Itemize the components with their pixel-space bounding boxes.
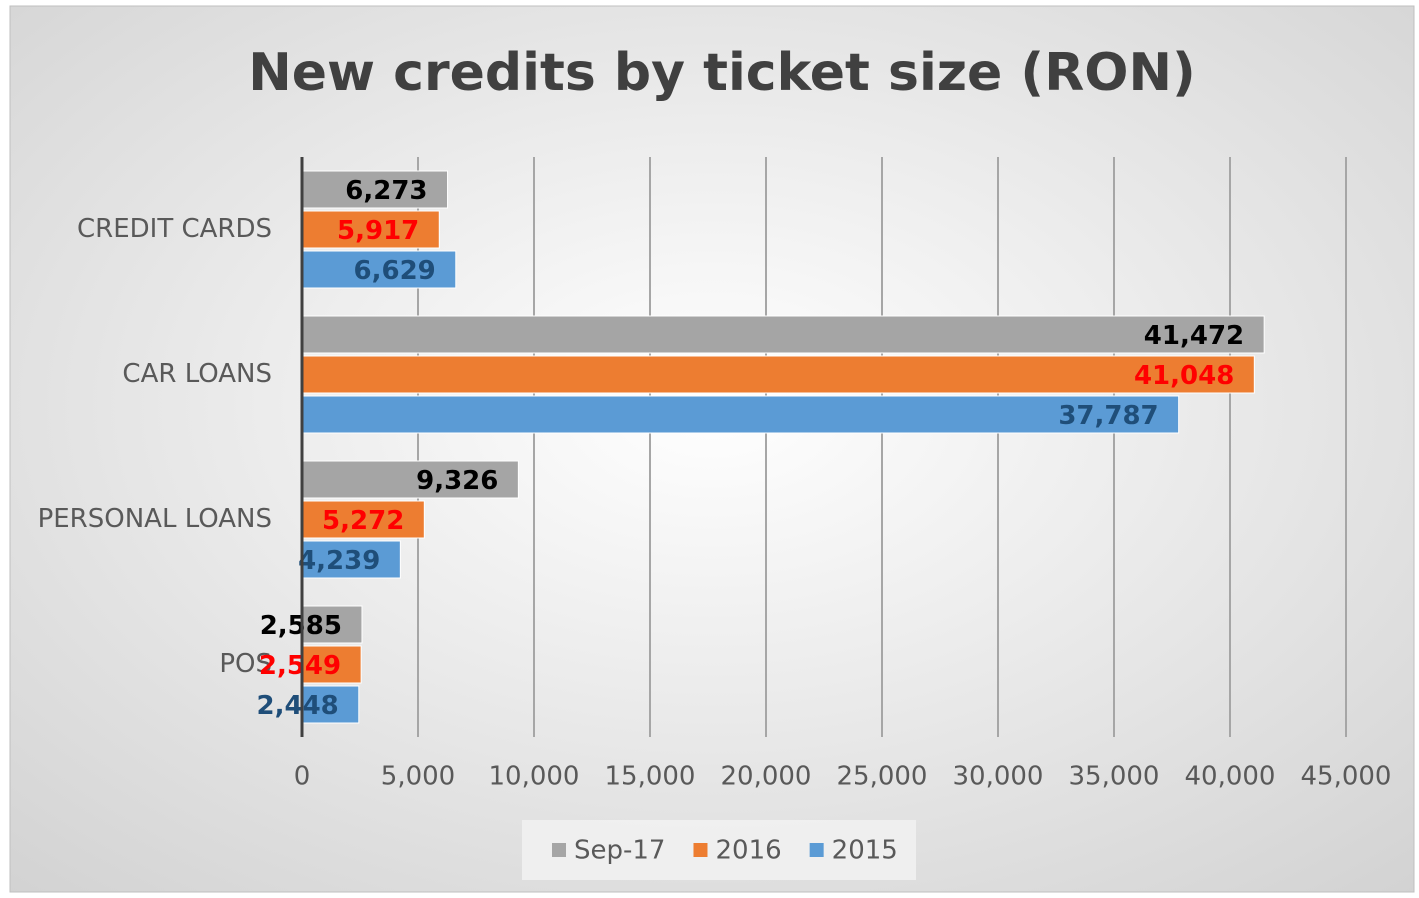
y-tick-label: PERSONAL LOANS [38, 504, 272, 534]
value-label: 41,472 [1144, 321, 1244, 351]
legend-swatch [809, 843, 824, 857]
x-tick-label: 45,000 [1301, 762, 1392, 792]
bar [301, 645, 362, 684]
value-label: 9,326 [416, 466, 498, 496]
x-tick-label: 30,000 [953, 762, 1044, 792]
value-label: 6,629 [354, 256, 436, 286]
y-tick-label: CAR LOANS [122, 359, 272, 389]
bar [301, 170, 449, 209]
value-label: 2,448 [257, 691, 339, 721]
value-label: 5,917 [337, 216, 419, 246]
y-tick-label: POS [219, 649, 272, 679]
legend-swatch [693, 843, 708, 857]
value-label: 2,549 [259, 651, 341, 681]
x-tick-label: 15,000 [605, 762, 696, 792]
bar [301, 395, 1180, 434]
value-label: 37,787 [1058, 401, 1158, 431]
bar [301, 685, 360, 724]
legend-label: 2015 [832, 836, 898, 866]
value-label: 41,048 [1134, 361, 1234, 391]
chart-title: New credits by ticket size (RON) [248, 43, 1195, 103]
x-tick-label: 25,000 [837, 762, 928, 792]
x-tick-label: 10,000 [489, 762, 580, 792]
legend-label: 2016 [715, 836, 781, 866]
legend-label: Sep-17 [574, 836, 665, 866]
legend-swatch [552, 843, 566, 857]
x-tick-label: 0 [294, 762, 311, 792]
bar [301, 460, 519, 499]
value-label: 4,239 [298, 546, 380, 576]
value-label: 5,272 [322, 506, 404, 536]
x-tick-label: 20,000 [721, 762, 812, 792]
bar [301, 210, 440, 249]
legend-box [522, 820, 916, 880]
value-label: 6,273 [345, 176, 427, 206]
y-tick-label: CREDIT CARDS [77, 214, 272, 244]
x-tick-label: 40,000 [1185, 762, 1276, 792]
x-tick-label: 5,000 [381, 762, 455, 792]
chart-background [9, 5, 1415, 893]
x-tick-label: 35,000 [1069, 762, 1160, 792]
bar [301, 315, 1265, 354]
bar [301, 355, 1255, 394]
